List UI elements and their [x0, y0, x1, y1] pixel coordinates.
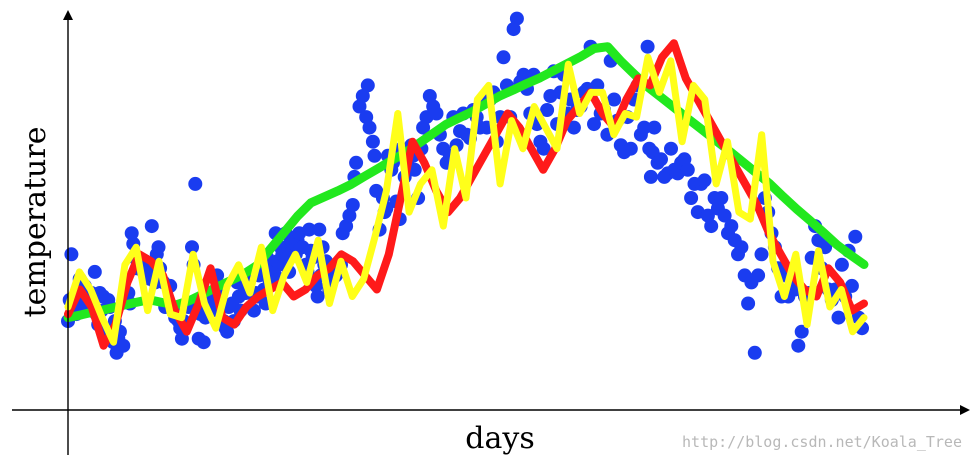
data-point	[422, 89, 437, 103]
data-point	[496, 50, 511, 65]
data-point	[365, 134, 380, 149]
data-point	[367, 148, 382, 163]
data-point	[647, 120, 662, 135]
data-point	[607, 92, 622, 107]
data-point	[87, 264, 102, 279]
data-point	[724, 219, 739, 234]
data-point	[416, 120, 431, 135]
data-point	[834, 257, 849, 272]
data-point	[116, 338, 131, 353]
data-point	[637, 120, 652, 135]
data-point	[643, 169, 658, 184]
data-point	[747, 345, 762, 360]
data-point	[509, 11, 524, 26]
data-point	[536, 141, 551, 156]
data-point	[697, 173, 712, 188]
data-point	[124, 226, 139, 241]
data-point	[831, 310, 846, 325]
data-point	[684, 191, 699, 205]
data-point	[349, 155, 364, 170]
data-point	[144, 219, 159, 234]
watermark-text: http://blog.csdn.net/Koala_Tree	[682, 433, 962, 451]
data-point	[220, 324, 235, 339]
data-point	[848, 229, 863, 244]
data-point	[196, 335, 211, 350]
data-point	[700, 208, 715, 223]
data-point	[362, 120, 377, 135]
data-point	[717, 208, 732, 223]
data-point	[751, 268, 766, 283]
data-point	[516, 67, 531, 82]
data-point	[185, 240, 199, 255]
data-point	[844, 278, 859, 293]
data-point	[714, 191, 729, 205]
data-point	[342, 208, 357, 223]
data-point	[540, 103, 555, 117]
data-point	[664, 141, 678, 156]
data-point	[704, 219, 719, 234]
data-point	[734, 240, 749, 255]
data-point	[680, 162, 695, 177]
data-point	[654, 152, 668, 167]
data-point	[429, 106, 444, 121]
data-point	[640, 39, 655, 54]
data-point	[345, 198, 360, 212]
data-point	[312, 222, 327, 237]
data-point	[741, 296, 756, 311]
data-point	[360, 78, 375, 93]
data-point	[355, 89, 370, 103]
data-point	[506, 22, 521, 37]
data-point	[302, 222, 317, 237]
y-axis-label: temperature	[18, 127, 53, 318]
data-point	[677, 152, 692, 167]
yellow-trend-line	[64, 53, 868, 346]
data-point	[623, 141, 638, 156]
x-axis-label: days	[465, 421, 534, 456]
data-point	[310, 289, 325, 304]
data-point	[791, 338, 806, 353]
data-point	[566, 120, 581, 135]
data-point	[352, 99, 367, 114]
data-point	[188, 176, 203, 191]
data-point	[339, 219, 354, 234]
data-point	[151, 240, 166, 255]
data-point	[587, 117, 601, 132]
data-point	[754, 247, 769, 262]
data-point	[794, 324, 809, 339]
data-point	[359, 110, 374, 125]
trend-lines	[63, 39, 869, 350]
data-point	[64, 247, 79, 262]
